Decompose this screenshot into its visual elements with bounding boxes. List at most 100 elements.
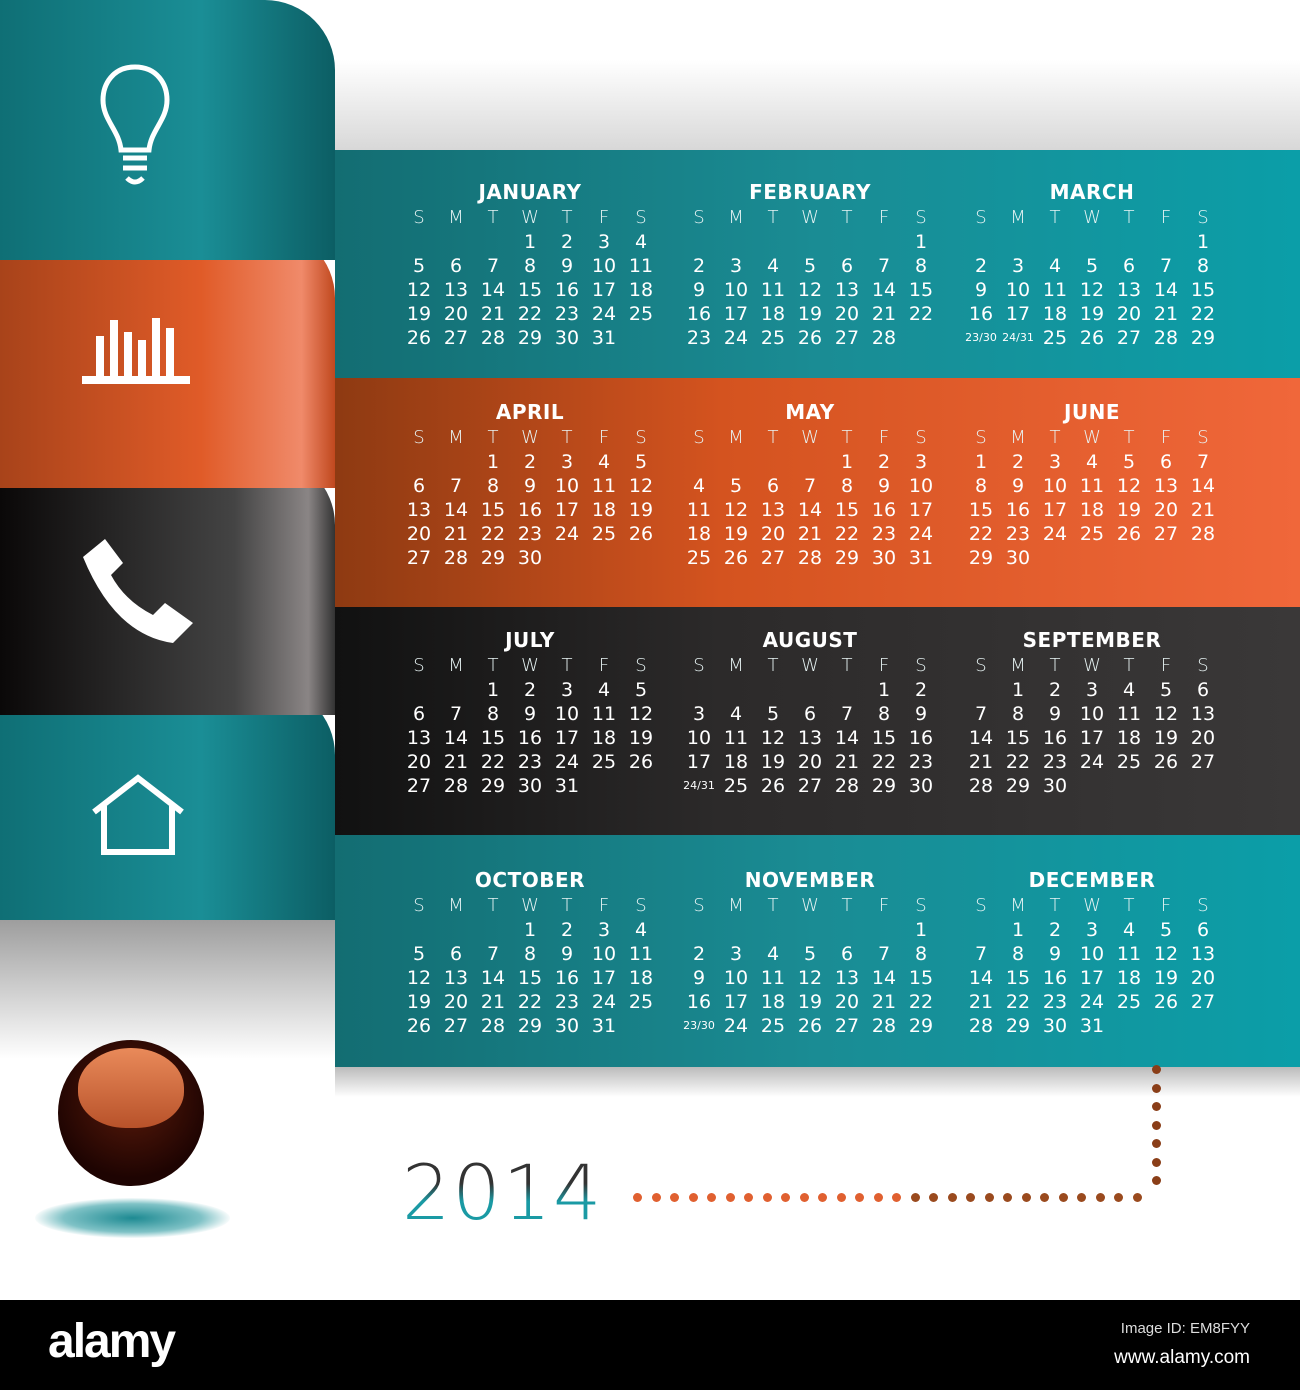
weekday-label: S: [413, 655, 425, 676]
day-cell: 24: [554, 523, 580, 545]
connector-dot: [670, 1193, 679, 1202]
week-row: 1 2 3 4 5 6: [962, 678, 1222, 702]
day-cell: 15: [480, 499, 506, 521]
week-row: 1 2 3 4 5 6: [962, 918, 1222, 942]
connector-dot: [855, 1193, 864, 1202]
weekday-label: W: [1083, 655, 1101, 676]
day-cell: 24: [1042, 523, 1068, 545]
day-cell: 4: [634, 919, 648, 941]
week-row: 5 6 7 8 9 10 11: [400, 254, 660, 278]
day-cell: 27: [1190, 991, 1216, 1013]
weekday-label: T: [1049, 655, 1061, 676]
weekday-label: M: [448, 895, 464, 916]
day-cell: 14: [443, 499, 469, 521]
month-march: MARCH S M T W T F S 1 2 3 4 5 6 7 8 9 10 11 12 13 14 15 16 17 18 1…: [962, 180, 1222, 350]
day-cell: 7: [449, 475, 463, 497]
day-cell: 3: [1048, 451, 1062, 473]
day-cell: [755, 918, 792, 942]
day-cell: 27: [406, 547, 432, 569]
day-cell: 6: [766, 475, 780, 497]
day-cell: [963, 230, 1000, 254]
connector-dot: [1152, 1083, 1161, 1093]
day-cell: 7: [449, 703, 463, 725]
day-cell: 29: [968, 547, 994, 569]
day-cell: 4: [597, 679, 611, 701]
day-cell: 22: [871, 751, 897, 773]
day-cell: 11: [686, 499, 712, 521]
week-row: 7 8 9 10 11 12 13: [962, 702, 1222, 726]
weekday-label: T: [561, 655, 573, 676]
weekday-label: S: [975, 207, 987, 228]
day-cell: 26: [628, 523, 654, 545]
day-cell: 28: [1153, 327, 1179, 349]
day-cell: 29: [908, 1015, 934, 1037]
day-cell: 5: [412, 943, 426, 965]
day-cell: 23/30: [683, 1019, 715, 1032]
day-cell: 26: [1153, 751, 1179, 773]
month-name: JULY: [505, 628, 555, 652]
week-row: 18 19 20 21 22 23 24: [680, 522, 940, 546]
day-cell: 28: [443, 775, 469, 797]
day-cell: 3: [1085, 679, 1099, 701]
month-name: NOVEMBER: [744, 868, 876, 892]
day-cell: 5: [634, 679, 648, 701]
day-cell: 8: [486, 475, 500, 497]
connector-dot: [984, 1193, 994, 1202]
day-cell: 27: [834, 1015, 860, 1037]
day-cell: 11: [628, 255, 654, 277]
day-cell: 14: [968, 727, 994, 749]
day-cell: 13: [406, 727, 432, 749]
day-cell: 9: [877, 475, 891, 497]
band-orange-q2: [335, 378, 1300, 608]
week-row: 22 23 24 25 26 27 28: [962, 522, 1222, 546]
weekday-label: T: [1123, 895, 1135, 916]
day-cell: 4: [766, 943, 780, 965]
connector-dot: [1021, 1193, 1031, 1202]
day-cell: 29: [1190, 327, 1216, 349]
weekday-label: S: [915, 895, 927, 916]
day-cell: 13: [1190, 703, 1216, 725]
top-shade: [300, 0, 1300, 150]
day-cell: 20: [406, 751, 432, 773]
day-cell: [438, 918, 475, 942]
day-cell: 11: [760, 279, 786, 301]
day-cell: 25: [1042, 327, 1068, 349]
day-cell: 14: [968, 967, 994, 989]
day-cell: 26: [760, 775, 786, 797]
day-cell: 18: [760, 991, 786, 1013]
day-cell: 4: [1085, 451, 1099, 473]
day-cell: 25: [686, 547, 712, 569]
day-cell: 30: [517, 775, 543, 797]
day-cell: 20: [1153, 499, 1179, 521]
day-cell: 13: [1190, 943, 1216, 965]
day-cell: 3: [597, 919, 611, 941]
day-cell: 31: [591, 1015, 617, 1037]
day-cell: 18: [1042, 303, 1068, 325]
day-cell: 12: [760, 727, 786, 749]
week-row: 19 20 21 22 23 24 25: [400, 990, 660, 1014]
month-name: AUGUST: [762, 628, 858, 652]
footer-url[interactable]: www.alamy.com: [1114, 1347, 1250, 1368]
day-cell: 20: [834, 303, 860, 325]
day-cell: 21: [968, 751, 994, 773]
week-row: 16 17 18 19 20 21 22: [680, 990, 940, 1014]
day-cell: 23: [908, 751, 934, 773]
day-cell: [792, 230, 829, 254]
day-cell: [681, 230, 718, 254]
week-row: 2 3 4 5 6 7 8: [680, 254, 940, 278]
weekday-label: F: [598, 895, 610, 916]
day-cell: [1185, 546, 1222, 570]
weekday-label: T: [1049, 427, 1061, 448]
day-cell: 10: [686, 727, 712, 749]
day-cell: 5: [803, 255, 817, 277]
day-cell: 14: [871, 967, 897, 989]
day-cell: 10: [1005, 279, 1031, 301]
day-cell: 6: [1122, 255, 1136, 277]
weekday-label: F: [1160, 427, 1172, 448]
day-cell: 31: [1079, 1015, 1105, 1037]
day-cell: 28: [871, 327, 897, 349]
footer-bar: alamy Image ID: EM8FYY www.alamy.com: [0, 1300, 1300, 1390]
month-december: DECEMBER S M T W T F S 1 2 3 4 5 6 7 8 9 10 11 12 13 14 15 16 17…: [962, 868, 1222, 1038]
